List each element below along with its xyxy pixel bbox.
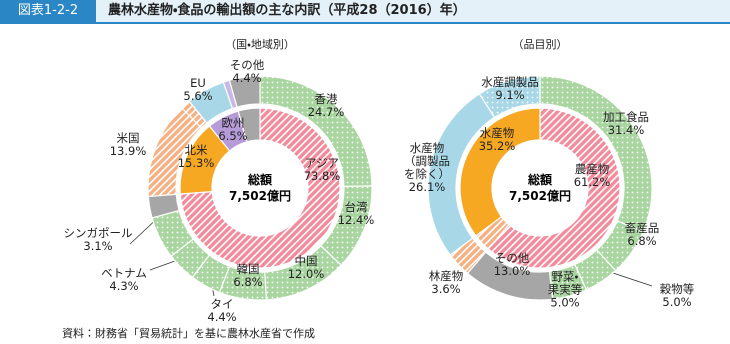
segment-name: 野菜・ 果実等 [547,269,583,297]
title: 農林水産物・食品の輸出額の主な内訳（平成28（2016）年） [108,3,466,18]
segment-value: 4.4% [207,310,237,324]
segment-value: 15.3% [177,156,215,170]
donut-segment [179,107,341,269]
segment-label: 北米 15.3% [178,144,215,170]
segment-value: 5.0% [662,295,692,309]
segment-label: 韓国 6.8% [233,263,262,289]
segment-label: 穀物等 5.0% [660,283,695,309]
center-title: 総額 [527,173,552,187]
center-label: 総額 7,502億円 [509,172,571,204]
donut-segment [228,75,261,108]
segment-label: アジア 73.8% [304,157,341,183]
segment-value: 12.4% [337,213,375,227]
segment-name: 水産物 （調製品 を除く） [404,141,450,181]
segment-name: その他 [494,251,530,265]
segment-label: 中国 12.0% [288,255,325,281]
segment-name: 香港 [314,92,338,106]
segment-label: 野菜・ 果実等 5.0% [547,269,583,310]
segment-value: 6.8% [627,234,657,248]
segment-value: 5.0% [550,295,580,310]
segment-name: EU [190,76,206,90]
segment-label: 欧州 6.5% [218,117,247,143]
center-total: 7,502億円 [229,189,291,203]
segment-name: 加工食品 [603,110,649,124]
segment-name: 穀物等 [659,282,695,296]
segment-value: 4.4% [232,71,262,85]
segment-label: その他 13.0% [494,252,531,278]
segment-label: 畜産品 6.8% [625,222,660,248]
segment-name: 農産物 [574,162,610,176]
segment-value: 3.1% [83,239,113,253]
segment-label: 米国 13.9% [110,132,147,158]
segment-label: 水産物 35.2% [479,127,516,153]
segment-name: 韓国 [236,262,260,276]
segment-value: 4.3% [109,279,139,293]
segment-label: 林産物 3.6% [429,270,464,296]
chart-subtitle: （国・地域別） [225,38,295,51]
segment-value: 26.1% [408,180,446,194]
source: 資料：財務省「貿易統計」を基に農林水産省で作成 [62,327,315,340]
segment-value: 73.8% [303,169,341,183]
segment-value: 31.4% [607,123,645,137]
segment-name: 米国 [116,131,140,145]
header: 図表1-2-2 農林水産物・食品の輸出額の主な内訳（平成28（2016）年） [0,0,730,24]
donut-segment [237,107,261,143]
segment-name: 欧州 [221,116,245,130]
segment-value: 13.9% [109,144,147,158]
segment-label: 水産調製品 9.1% [481,76,539,102]
donut-segment [487,107,621,269]
segment-label: 水産物 （調製品 を除く） 26.1% [404,142,450,194]
segment-label: ベトナム 4.3% [101,267,147,293]
segment-label: 台湾 12.4% [338,201,375,227]
center-total: 7,502億円 [509,189,571,203]
donut-segment [478,75,541,119]
segment-name: その他 [229,58,265,72]
chart-subtitle: （品目別） [512,38,568,51]
segment-name: 水産調製品 [481,75,539,89]
segment-name: 水産物 [479,126,515,140]
segment-name: 台湾 [344,200,368,214]
segment-label: その他 4.4% [230,59,265,85]
segment-value: 3.6% [431,282,461,296]
segment-name: 林産物 [428,269,464,283]
segment-label: 加工食品 31.4% [603,111,649,137]
segment-name: タイ [210,297,234,311]
segment-value: 5.6% [183,89,213,103]
segment-value: 9.1% [495,88,525,102]
segment-label: シンガポール 3.1% [64,227,133,253]
segment-label: タイ 4.4% [207,298,236,324]
donut-segment [459,107,541,237]
segment-name: 中国 [294,254,318,268]
segment-value: 13.0% [493,264,531,278]
segment-name: 北米 [184,143,208,157]
segment-value: 6.8% [233,275,263,289]
center-label: 総額 7,502億円 [229,172,291,204]
segment-label: 香港 24.7% [308,93,345,119]
segment-value: 61.2% [573,175,611,189]
segment-label: EU 5.6% [183,77,212,103]
segment-label: 農産物 61.2% [574,163,611,189]
segment-name: ベトナム [101,266,147,280]
figure-number: 図表1-2-2 [0,0,96,22]
segment-value: 35.2% [478,139,516,153]
segment-name: シンガポール [63,226,133,240]
segment-name: アジア [304,156,340,170]
center-title: 総額 [247,173,272,187]
segment-value: 6.5% [218,129,248,143]
segment-name: 畜産品 [624,221,660,235]
segment-value: 24.7% [307,105,345,119]
segment-value: 12.0% [287,267,325,281]
